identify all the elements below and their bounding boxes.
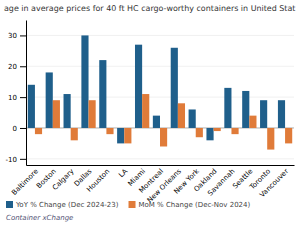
bar [106, 128, 113, 134]
y-tick-label: 20 [8, 63, 17, 71]
bar [189, 109, 196, 128]
bar [64, 94, 71, 128]
bars [28, 35, 292, 149]
bar [178, 103, 185, 128]
x-tick: Houston [85, 167, 111, 193]
legend-swatch [6, 201, 13, 208]
bar [46, 72, 53, 128]
y-tick-label: 0 [13, 125, 17, 133]
y-tick-mark [20, 159, 26, 160]
bar [99, 60, 106, 128]
y-tick-label: -10 [6, 156, 17, 164]
y-tick: -10 [6, 156, 26, 164]
x-tick: Baltimore [10, 167, 40, 197]
y-tick: 30 [8, 32, 26, 40]
legend-item: MoM % Change (Dec-Nov 2024) [129, 201, 251, 209]
bar [117, 128, 124, 143]
bar-series [28, 35, 285, 143]
x-tick-label: Savannah [206, 167, 236, 197]
bar [249, 116, 256, 128]
bar [142, 94, 149, 128]
legend-label: MoM % Change (Dec-Nov 2024) [139, 201, 251, 209]
legend-item: YoY % Change (Dec 2024-23) [6, 201, 119, 209]
title: age in average prices for 40 ft HC cargo… [4, 4, 295, 13]
bar [242, 91, 249, 128]
grid [26, 35, 294, 158]
y-tick: 20 [8, 63, 26, 71]
y-tick-mark [20, 97, 26, 98]
x-tick: Calgary [51, 167, 76, 192]
x-axis: BaltimoreBostonCalgaryDallasHoustonLAMia… [10, 166, 294, 205]
chart-svg: age in average prices for 40 ft HC cargo… [0, 0, 300, 225]
bar [267, 128, 274, 150]
plot: -100102030BaltimoreBostonCalgaryDallasHo… [6, 21, 295, 205]
legend-swatch [129, 201, 136, 208]
bar [35, 128, 42, 134]
x-tick-label: Houston [85, 167, 111, 193]
chart-container: age in average prices for 40 ft HC cargo… [0, 0, 300, 225]
bar [278, 100, 285, 128]
bar [124, 128, 131, 143]
bar [160, 128, 167, 147]
legend: YoY % Change (Dec 2024-23) MoM % Change (… [6, 201, 251, 209]
y-tick-mark [20, 35, 26, 36]
bar [196, 128, 203, 137]
bar [89, 100, 96, 128]
y-tick: 0 [13, 125, 26, 133]
bar [53, 100, 60, 128]
x-tick-label: Vancouver [258, 167, 290, 199]
bar [285, 128, 292, 143]
x-tick-label: Calgary [51, 167, 76, 192]
y-tick-label: 10 [8, 94, 17, 102]
grid-line [26, 158, 294, 159]
x-tick-label: LA [117, 167, 129, 179]
y-tick-mark [20, 66, 26, 67]
bar [224, 88, 231, 128]
bar [153, 116, 160, 128]
y-tick-label: 30 [8, 32, 17, 40]
footer-annotation: Container xChange [6, 214, 73, 222]
y-axis: -10 0 10 20 30 [6, 21, 27, 166]
bar [231, 128, 238, 134]
bar [135, 45, 142, 128]
x-tick-label: Baltimore [10, 167, 40, 197]
legend-label: YoY % Change (Dec 2024-23) [15, 201, 119, 209]
bar [28, 85, 35, 128]
bar [71, 128, 78, 140]
y-axis-line [26, 21, 27, 166]
grid-line [26, 35, 294, 36]
bar-series [35, 94, 292, 150]
grid-line [26, 66, 294, 67]
y-tick: 10 [8, 94, 26, 102]
x-tick: Savannah [206, 167, 236, 197]
x-tick: LA [117, 167, 129, 179]
x-tick: Vancouver [258, 167, 290, 199]
bar [214, 128, 221, 131]
bar [171, 48, 178, 128]
bar [81, 35, 88, 128]
y-tick-mark [20, 128, 26, 129]
bar [260, 100, 267, 128]
bar [206, 128, 213, 140]
x-axis-line [27, 165, 295, 166]
